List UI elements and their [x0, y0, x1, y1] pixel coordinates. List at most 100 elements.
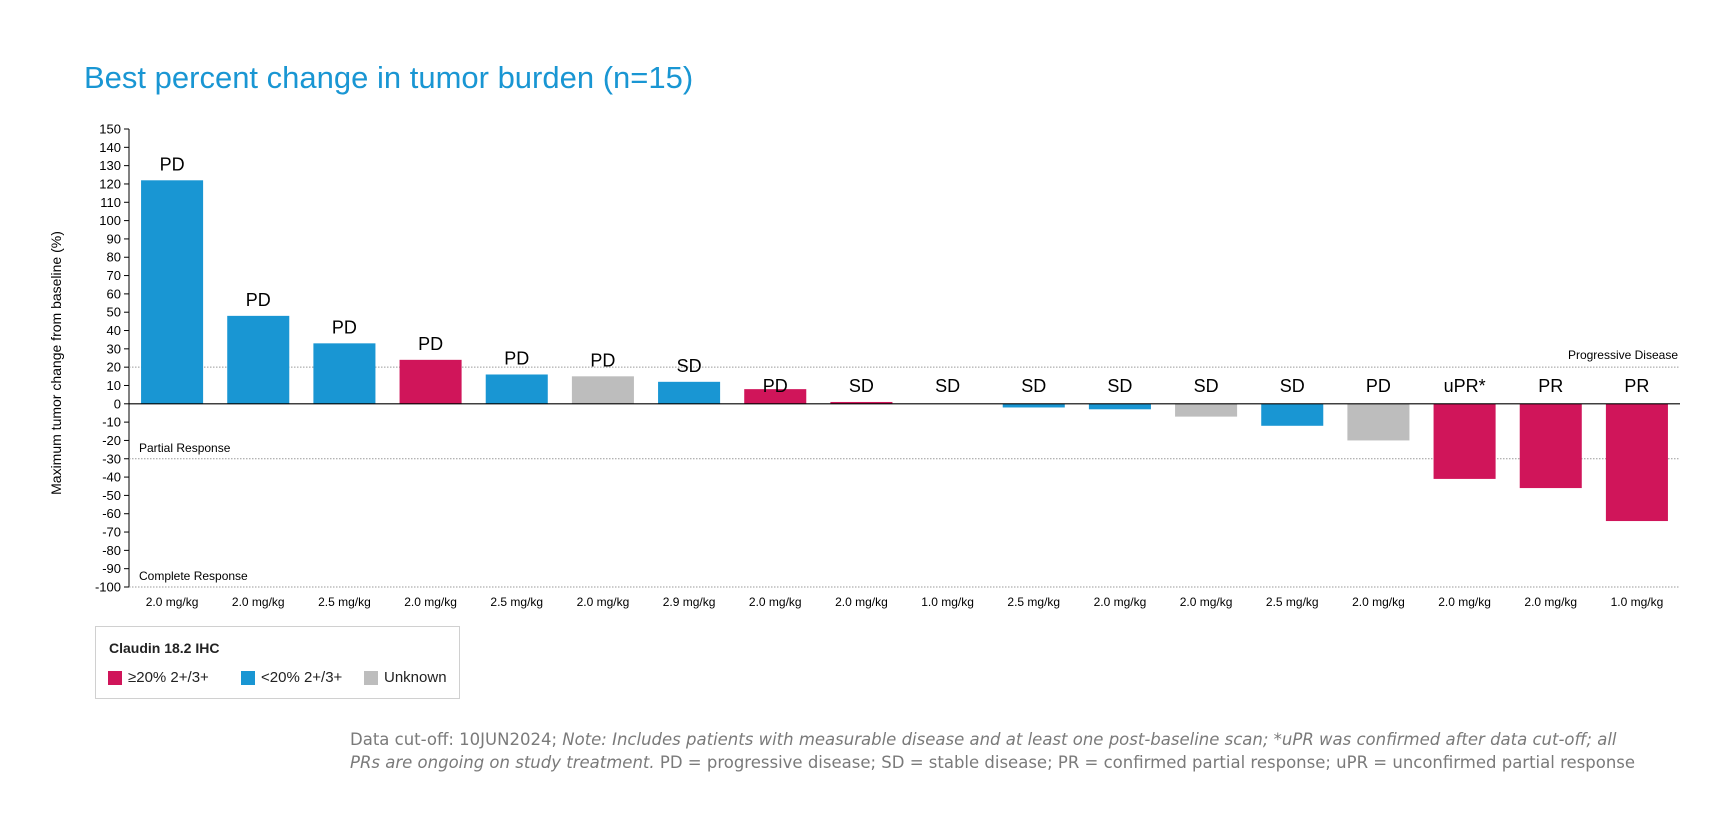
response-label: uPR* [1444, 376, 1486, 396]
y-tick-label: -70 [102, 525, 121, 540]
bar [485, 374, 548, 404]
y-axis-label: Maximum tumor change from baseline (%) [48, 231, 64, 495]
y-tick-label: 130 [99, 158, 121, 173]
legend-label-lt20: <20% 2+/3+ [261, 669, 343, 686]
y-tick-label: 0 [114, 396, 121, 411]
y-tick-label: 100 [99, 213, 121, 228]
response-label: PD [418, 334, 443, 354]
response-label: SD [935, 376, 960, 396]
response-label: SD [1107, 376, 1132, 396]
category-label: 2.0 mg/kg [1094, 595, 1147, 609]
y-tick-label: 140 [99, 140, 121, 155]
category-label: 2.5 mg/kg [1266, 595, 1319, 609]
footnote: Data cut-off: 10JUN2024; Note: Includes … [350, 728, 1650, 774]
y-tick-label: 50 [107, 305, 121, 320]
y-tick-label: -60 [102, 506, 121, 521]
bar [830, 401, 893, 404]
category-label: 1.0 mg/kg [921, 595, 974, 609]
legend-swatch-ge20 [108, 670, 122, 685]
category-label: 2.5 mg/kg [490, 595, 543, 609]
reference-line-label: Partial Response [139, 441, 231, 455]
legend-label-ge20: ≥20% 2+/3+ [128, 669, 209, 686]
bar [1605, 403, 1668, 522]
y-tick-label: -50 [102, 488, 121, 503]
response-label: SD [1021, 376, 1046, 396]
bar [1519, 403, 1582, 489]
response-label: PD [504, 348, 529, 368]
response-label: SD [1194, 376, 1219, 396]
response-label: SD [849, 376, 874, 396]
bar [658, 381, 721, 404]
bar [1088, 403, 1151, 410]
bar [227, 315, 290, 404]
category-label: 2.5 mg/kg [318, 595, 371, 609]
reference-line-label: Progressive Disease [1568, 348, 1678, 362]
legend-entry-unknown: Unknown [364, 669, 447, 686]
legend-entry-lt20: <20% 2+/3+ [241, 669, 342, 686]
y-tick-label: -30 [102, 451, 121, 466]
legend-swatch-lt20 [241, 670, 255, 685]
chart-title: Best percent change in tumor burden (n=1… [84, 60, 694, 95]
y-tick-label: 20 [107, 360, 121, 375]
y-tick-label: 10 [107, 378, 121, 393]
category-label: 2.0 mg/kg [1352, 595, 1405, 609]
y-tick-label: 80 [107, 250, 121, 265]
category-label: 2.5 mg/kg [1007, 595, 1060, 609]
response-label: PD [332, 317, 357, 337]
y-tick-label: -20 [102, 433, 121, 448]
bar [141, 180, 204, 404]
category-label: 2.0 mg/kg [232, 595, 285, 609]
legend-entry-ge20: ≥20% 2+/3+ [108, 669, 209, 686]
y-tick-label: -90 [102, 561, 121, 576]
y-tick-label: -40 [102, 470, 121, 485]
bar [1175, 403, 1238, 417]
reference-line-label: Complete Response [139, 569, 248, 583]
category-label: 2.0 mg/kg [577, 595, 630, 609]
legend: Claudin 18.2 IHC ≥20% 2+/3+ <20% 2+/3+ U… [95, 626, 460, 699]
footnote-definitions: PD = progressive disease; SD = stable di… [654, 753, 1636, 772]
bar [399, 359, 462, 404]
response-label: PD [246, 290, 271, 310]
category-label: 2.0 mg/kg [1180, 595, 1233, 609]
y-tick-label: 30 [107, 341, 121, 356]
response-label: SD [677, 356, 702, 376]
response-label: PR [1624, 376, 1649, 396]
footnote-note: Note: Includes patients with measurable … [350, 730, 1617, 772]
response-label: PD [590, 350, 615, 370]
legend-label-unknown: Unknown [384, 669, 447, 686]
y-tick-label: 150 [99, 122, 121, 137]
y-tick-label: 60 [107, 286, 121, 301]
category-label: 2.0 mg/kg [835, 595, 888, 609]
y-tick-label: 90 [107, 231, 121, 246]
y-tick-label: 110 [100, 195, 121, 210]
footnote-lead: Data cut-off: 10JUN2024; [350, 730, 563, 749]
y-tick-label: -10 [102, 415, 121, 430]
response-label: PD [160, 154, 185, 174]
waterfall-chart: 1501401301201101009080706050403020100-10… [48, 122, 1680, 609]
legend-swatch-unknown [364, 670, 378, 685]
response-label: PR [1538, 376, 1563, 396]
y-tick-label: 120 [99, 176, 121, 191]
bar [313, 343, 376, 404]
bar [1261, 403, 1324, 426]
category-label: 2.0 mg/kg [749, 595, 802, 609]
response-label: PD [1366, 376, 1391, 396]
category-label: 2.0 mg/kg [1438, 595, 1491, 609]
bar [1347, 403, 1410, 441]
category-label: 2.9 mg/kg [663, 595, 716, 609]
category-label: 2.0 mg/kg [404, 595, 457, 609]
bar [744, 389, 807, 404]
y-tick-label: 70 [107, 268, 121, 283]
y-tick-label: -100 [95, 580, 121, 595]
y-tick-label: 40 [107, 323, 121, 338]
bar [571, 376, 634, 404]
category-label: 2.0 mg/kg [1524, 595, 1577, 609]
bar [1433, 403, 1496, 479]
category-label: 1.0 mg/kg [1611, 595, 1664, 609]
y-tick-label: -80 [102, 543, 121, 558]
response-label: PD [763, 376, 788, 396]
legend-title: Claudin 18.2 IHC [109, 640, 220, 656]
bar [1002, 403, 1065, 408]
category-label: 2.0 mg/kg [146, 595, 199, 609]
response-label: SD [1280, 376, 1305, 396]
